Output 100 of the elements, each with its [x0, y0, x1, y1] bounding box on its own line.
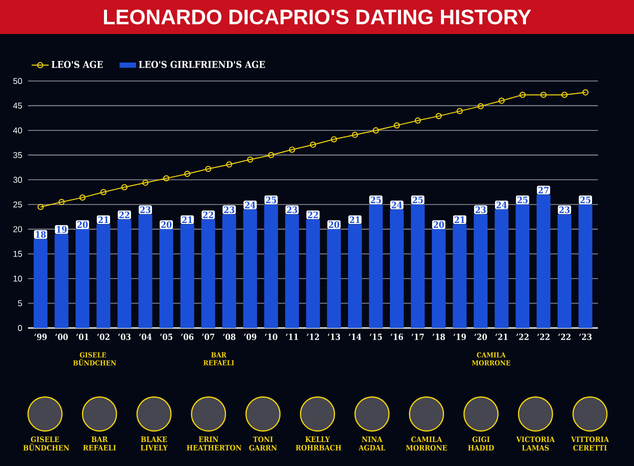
- x-tick-label: ’14: [348, 334, 362, 340]
- x-tick-label: ’08: [222, 334, 236, 340]
- data-label: 22: [203, 211, 214, 218]
- bar: [578, 204, 592, 328]
- bar: [34, 239, 48, 328]
- data-label: 25: [580, 196, 590, 204]
- x-tick-label: ’00: [55, 334, 68, 340]
- bar: [306, 219, 320, 328]
- legend-label: LEO'S GIRLFRIEND'S AGE: [138, 60, 265, 68]
- y-tick-label: 25: [13, 201, 22, 208]
- x-tick-label: ’03: [118, 334, 131, 340]
- bar: [452, 224, 467, 328]
- data-label: 20: [434, 221, 444, 228]
- data-label: 21: [350, 216, 360, 224]
- bar: [494, 209, 509, 328]
- x-tick-label: ’22: [558, 334, 570, 340]
- chart-title: LEONARDO DICAPRIO'S DATING HISTORY: [104, 10, 532, 24]
- y-tick-label: 10: [14, 276, 22, 282]
- x-tick-label: ’06: [181, 334, 194, 340]
- y-tick-label: 45: [13, 102, 22, 109]
- x-tick-label: ’18: [432, 334, 445, 340]
- x-tick-label: ’05: [160, 334, 172, 340]
- data-label: 24: [392, 202, 402, 208]
- point: [121, 184, 128, 190]
- point: [163, 175, 170, 182]
- x-tick-label: ’13: [328, 334, 340, 340]
- data-label: 25: [412, 196, 423, 204]
- x-tick-label: ’22: [537, 334, 550, 340]
- x-tick-label: ’23: [579, 334, 592, 340]
- data-label: 24: [245, 202, 256, 208]
- bar: [159, 229, 174, 328]
- point: [519, 92, 526, 98]
- data-label: 20: [328, 221, 340, 228]
- point: [414, 117, 421, 124]
- data-label: 19: [56, 226, 67, 233]
- data-label: 25: [517, 196, 528, 204]
- point: [58, 198, 65, 206]
- data-label: 27: [538, 186, 548, 194]
- bar: [180, 224, 194, 328]
- point: [310, 142, 316, 148]
- y-tick-label: 5: [18, 300, 22, 306]
- x-tick-label: ’17: [412, 334, 424, 340]
- data-label: 21: [454, 216, 465, 224]
- point: [205, 166, 212, 172]
- x-tick-label: ’15: [370, 334, 382, 340]
- point: [226, 161, 232, 168]
- x-tick-label: ’04: [139, 334, 152, 340]
- point: [247, 156, 254, 163]
- data-label: 20: [77, 221, 88, 228]
- x-tick-label: ’99: [34, 334, 47, 340]
- x-tick-label: ’09: [244, 334, 256, 340]
- point: [100, 189, 107, 196]
- bar: [138, 214, 152, 328]
- y-tick-label: 15: [14, 250, 22, 257]
- bar: [390, 209, 404, 328]
- bar: [201, 219, 216, 328]
- x-tick-label: ’07: [202, 334, 214, 340]
- bar: [432, 229, 446, 328]
- point: [478, 103, 484, 110]
- bar: [264, 204, 278, 328]
- data-label: 21: [182, 216, 192, 224]
- x-tick-label: ’11: [286, 334, 298, 340]
- x-tick-label: ’02: [97, 334, 110, 340]
- bar: [285, 214, 299, 328]
- data-label: 23: [224, 206, 234, 214]
- point: [352, 132, 358, 138]
- data-label: 23: [559, 206, 570, 214]
- x-tick-label: ’19: [453, 334, 466, 340]
- data-label: 25: [266, 196, 276, 204]
- data-label: 22: [119, 211, 130, 218]
- bar: [368, 204, 383, 328]
- data-label: 18: [36, 231, 46, 238]
- x-tick-label: ’21: [495, 334, 508, 340]
- point: [184, 170, 190, 177]
- x-tick-label: ’16: [390, 334, 404, 340]
- bar: [410, 204, 425, 328]
- data-label: 20: [161, 221, 172, 228]
- data-label: 23: [140, 206, 150, 214]
- x-tick-label: ’22: [516, 334, 529, 340]
- bar: [117, 219, 132, 328]
- y-tick-label: 30: [13, 176, 22, 183]
- bar: [76, 229, 90, 328]
- bar: [54, 234, 68, 328]
- point: [142, 180, 148, 186]
- point: [540, 92, 547, 98]
- data-label: 23: [286, 206, 298, 214]
- point: [561, 92, 568, 98]
- y-tick-label: 50: [13, 78, 22, 84]
- y-tick-label: 20: [13, 226, 22, 232]
- point: [288, 146, 296, 153]
- point: [330, 136, 338, 142]
- x-tick-label: ’01: [76, 334, 88, 340]
- data-label: 21: [98, 216, 108, 224]
- bar: [96, 224, 110, 328]
- x-tick-label: ’10: [264, 334, 278, 340]
- point: [79, 194, 86, 201]
- data-label: 23: [476, 206, 486, 214]
- bar: [327, 229, 341, 328]
- point: [394, 122, 400, 129]
- bar: [222, 214, 236, 328]
